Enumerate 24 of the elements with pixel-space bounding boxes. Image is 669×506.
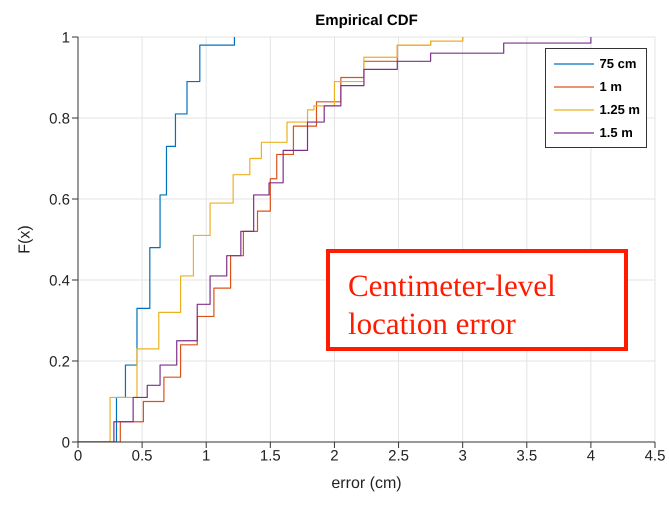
chart-title: Empirical CDF [314, 12, 419, 29]
y-tick-label: 1 [62, 29, 70, 46]
legend-label: 75 cm [600, 56, 636, 71]
y-axis-title: F(x) [16, 225, 34, 254]
x-tick-label: 4 [586, 448, 596, 465]
x-tick-label: 3.5 [516, 448, 538, 465]
y-tick-label: 0.8 [49, 110, 70, 128]
x-tick-label: 2 [330, 448, 339, 465]
x-tick-label: 1.5 [260, 448, 281, 465]
legend-label: 1.25 m [600, 102, 640, 117]
y-tick-label: 0 [62, 434, 70, 452]
legend-label: 1.5 m [600, 125, 633, 140]
x-tick-label: 3 [458, 448, 467, 465]
x-tick-label: 1 [202, 448, 210, 465]
note-box: Centimeter-level location error [326, 249, 628, 351]
y-tick-label: 0.6 [49, 191, 70, 208]
y-tick-label: 0.2 [49, 353, 70, 370]
x-tick-label: 4.5 [644, 448, 666, 465]
y-tick-label: 0.4 [49, 272, 70, 290]
x-tick-label: 2.5 [388, 448, 409, 465]
x-axis-title: error (cm) [331, 475, 402, 492]
x-tick-label: 0 [74, 448, 82, 465]
x-tick-label: 0.5 [132, 448, 153, 465]
legend-label: 1 m [600, 79, 622, 94]
